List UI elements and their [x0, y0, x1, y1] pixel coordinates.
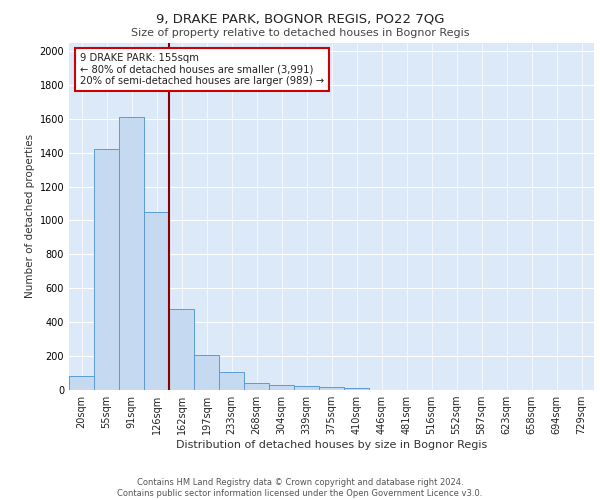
Bar [294, 386, 319, 390]
Text: 9 DRAKE PARK: 155sqm
← 80% of detached houses are smaller (3,991)
20% of semi-de: 9 DRAKE PARK: 155sqm ← 80% of detached h… [79, 53, 323, 86]
Bar [69, 376, 94, 390]
Bar [244, 383, 269, 390]
Y-axis label: Number of detached properties: Number of detached properties [25, 134, 35, 298]
Bar [119, 117, 144, 390]
Bar [144, 212, 169, 390]
Bar [94, 150, 119, 390]
Bar [344, 388, 369, 390]
Bar [169, 308, 194, 390]
Bar [219, 372, 244, 390]
Bar [269, 385, 294, 390]
X-axis label: Distribution of detached houses by size in Bognor Regis: Distribution of detached houses by size … [176, 440, 487, 450]
Bar [194, 355, 219, 390]
Text: 9, DRAKE PARK, BOGNOR REGIS, PO22 7QG: 9, DRAKE PARK, BOGNOR REGIS, PO22 7QG [156, 12, 444, 26]
Bar [319, 387, 344, 390]
Text: Size of property relative to detached houses in Bognor Regis: Size of property relative to detached ho… [131, 28, 469, 38]
Text: Contains HM Land Registry data © Crown copyright and database right 2024.
Contai: Contains HM Land Registry data © Crown c… [118, 478, 482, 498]
